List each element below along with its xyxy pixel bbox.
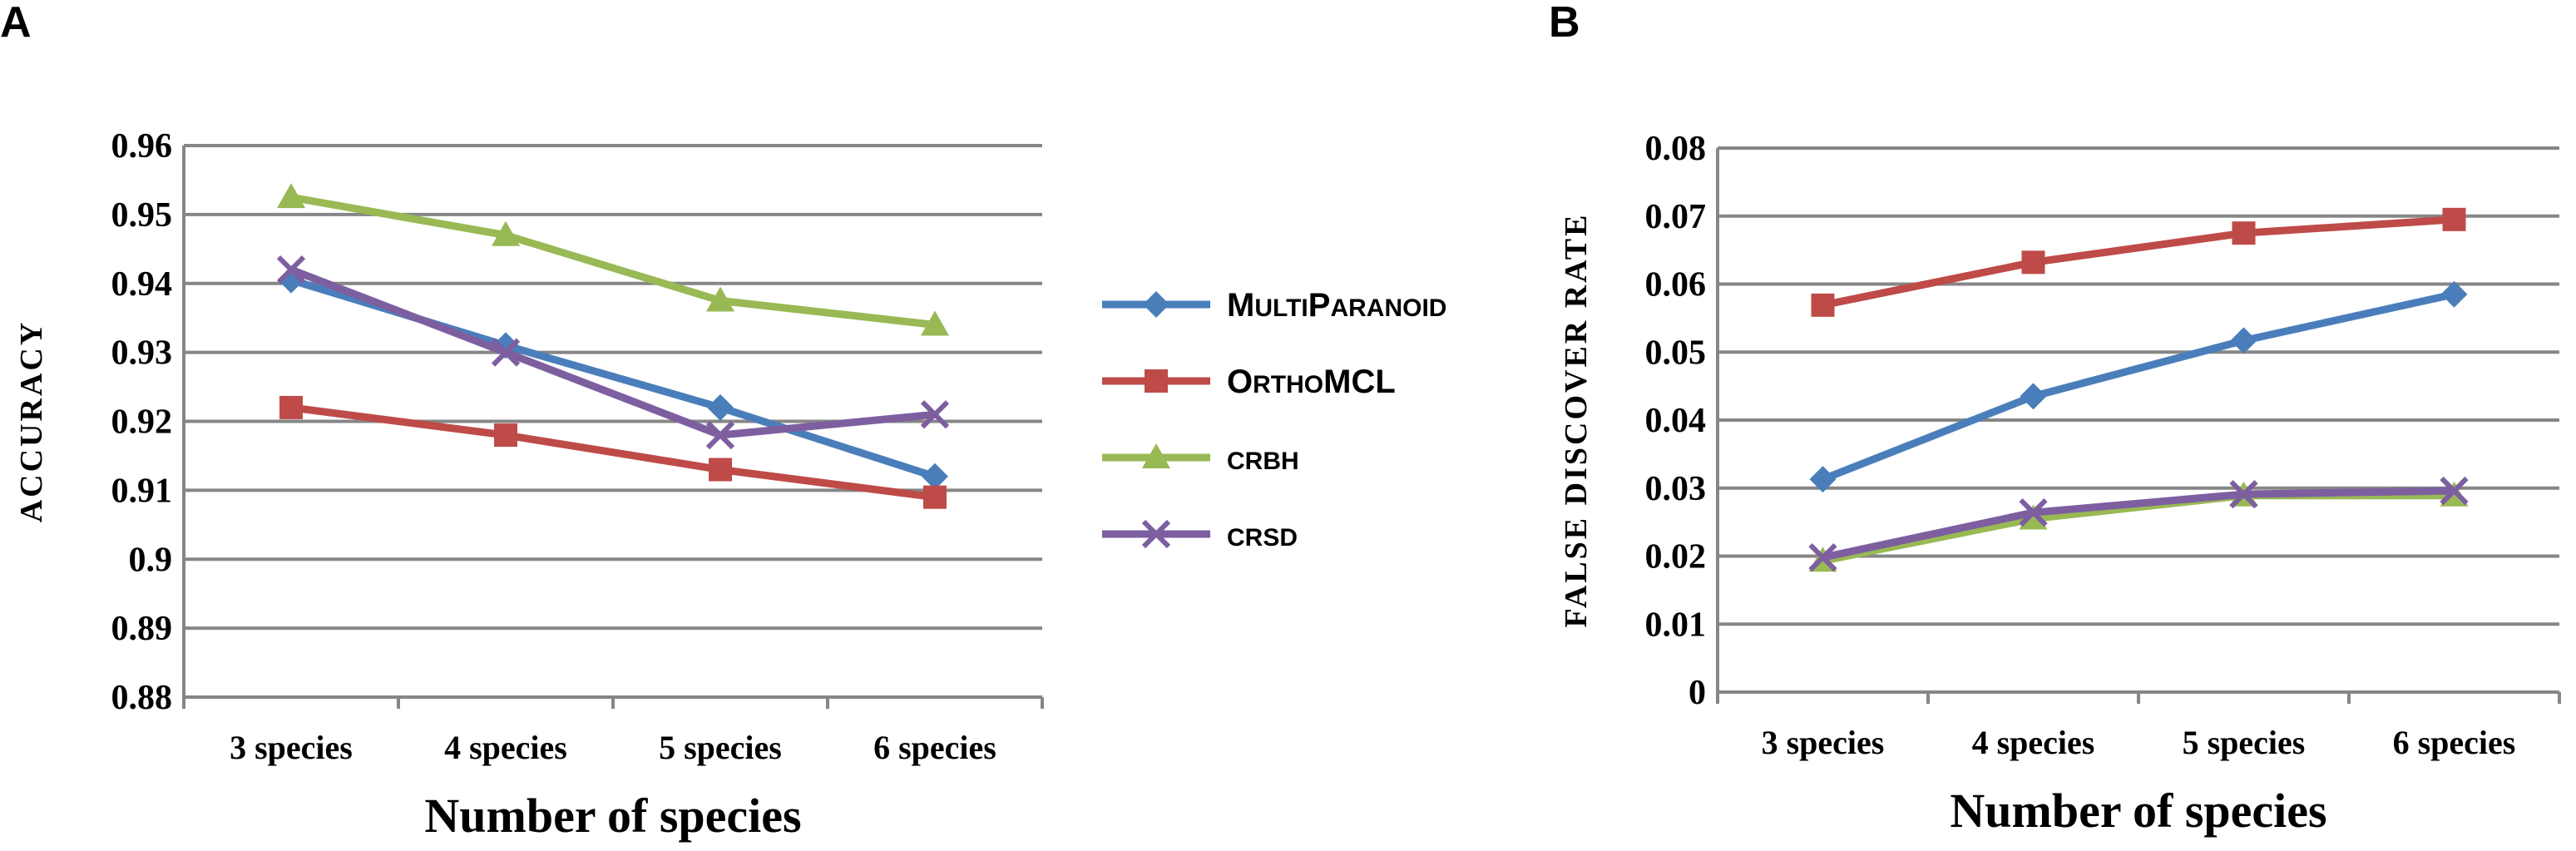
data-point-crsd: [705, 420, 735, 450]
x-tick-label: 4 species: [444, 729, 567, 766]
data-point-multiparanoid: [922, 463, 948, 490]
panel-letter-b: B: [1549, 0, 1580, 47]
y-tick-label: 0.92: [111, 403, 173, 442]
legend: MULTIPARANOID ORTHOMCL CRBH CRSD: [1102, 287, 1446, 552]
panel-letter-a: A: [0, 0, 32, 47]
data-point-crbh: [492, 220, 520, 246]
series-line-crbh: [290, 193, 936, 329]
series-line-orthomcl: [1822, 215, 2455, 309]
data-point-multiparanoid: [707, 393, 734, 421]
y-tick-label: 0.9: [129, 541, 173, 579]
data-point-orthomcl: [1811, 293, 1835, 317]
data-point-crsd: [1808, 543, 1837, 572]
chart-panel-a: 0.88 0.89 0.9 0.91 0.92 0.93 0.94 0.95 0.96 3 spe…: [14, 127, 1044, 843]
data-point-orthomcl: [494, 423, 517, 448]
y-tick-label: 0.93: [111, 334, 173, 373]
x-tick-label: 4 species: [1972, 724, 2095, 761]
legend-marker: [1141, 519, 1171, 549]
legend-marker: [1143, 291, 1169, 318]
data-point-crbh: [921, 310, 949, 336]
legend-marker: [1142, 443, 1170, 468]
y-tick-label: 0.96: [111, 127, 173, 166]
y-tick-label: 0.89: [111, 610, 173, 648]
series-line-orthomcl: [290, 403, 936, 502]
data-point-crbh: [2019, 504, 2048, 530]
x-axis-title: Number of species: [1950, 784, 2326, 838]
data-point-crbh: [277, 183, 305, 209]
legend-label: MULTIPARANOID: [1227, 287, 1446, 324]
data-point-orthomcl: [2442, 207, 2466, 231]
data-point-multiparanoid: [2230, 327, 2257, 354]
data-point-orthomcl: [709, 458, 732, 482]
y-tick-label: 0: [1688, 674, 1706, 712]
data-point-multiparanoid: [2440, 280, 2468, 308]
legend-label: CRSD: [1227, 524, 1298, 552]
y-tick-label: 0.06: [1645, 266, 1707, 304]
x-tick-label: 6 species: [2393, 724, 2516, 761]
data-point-crsd: [2440, 476, 2469, 506]
y-tick-label: 0.88: [111, 679, 173, 717]
x-tick-label: 5 species: [659, 729, 782, 766]
y-axis-title: ACCURACY: [14, 320, 49, 523]
y-tick-label: 0.94: [111, 265, 173, 304]
data-point-orthomcl: [923, 485, 947, 509]
x-axis-title: Number of species: [424, 789, 801, 843]
series-line-crsd: [1822, 487, 2455, 562]
legend-marker: [1145, 369, 1168, 393]
data-point-crbh: [706, 286, 734, 312]
data-point-crsd: [276, 255, 306, 284]
data-point-orthomcl: [2232, 221, 2256, 245]
y-tick-label: 0.95: [111, 196, 173, 235]
series-line-crsd: [289, 265, 936, 439]
data-point-crsd: [2229, 479, 2258, 509]
y-tick-label: 0.03: [1645, 470, 1707, 508]
legend-label: ORTHOMCL: [1227, 364, 1396, 400]
y-tick-label: 0.05: [1645, 334, 1707, 372]
chart-panel-b: 0 0.01 0.02 0.03 0.04 0.05 0.06 0.07 0.08 3 speci…: [1559, 130, 2561, 838]
data-point-crsd: [491, 338, 521, 367]
y-tick-label: 0.07: [1645, 198, 1707, 236]
series-line-multiparanoid: [1821, 290, 2455, 483]
x-tick-label: 6 species: [873, 729, 996, 766]
x-tick-label: 3 species: [230, 729, 353, 766]
data-point-multiparanoid: [2020, 383, 2047, 410]
y-tick-label: 0.01: [1645, 606, 1707, 644]
data-point-orthomcl: [279, 395, 303, 419]
y-tick-label: 0.04: [1645, 402, 1707, 440]
y-axis-title: FALSE DISCOVER RATE: [1559, 212, 1594, 627]
data-point-crsd: [920, 400, 950, 429]
y-tick-label: 0.91: [111, 472, 173, 510]
legend-label: CRBH: [1227, 448, 1299, 475]
data-point-crsd: [2019, 498, 2048, 527]
data-point-orthomcl: [2021, 250, 2045, 275]
y-tick-label: 0.08: [1645, 130, 1707, 168]
y-tick-label: 0.02: [1645, 538, 1707, 576]
x-tick-label: 5 species: [2183, 724, 2306, 761]
data-point-multiparanoid: [1809, 466, 1837, 493]
x-tick-label: 3 species: [1762, 724, 1885, 761]
